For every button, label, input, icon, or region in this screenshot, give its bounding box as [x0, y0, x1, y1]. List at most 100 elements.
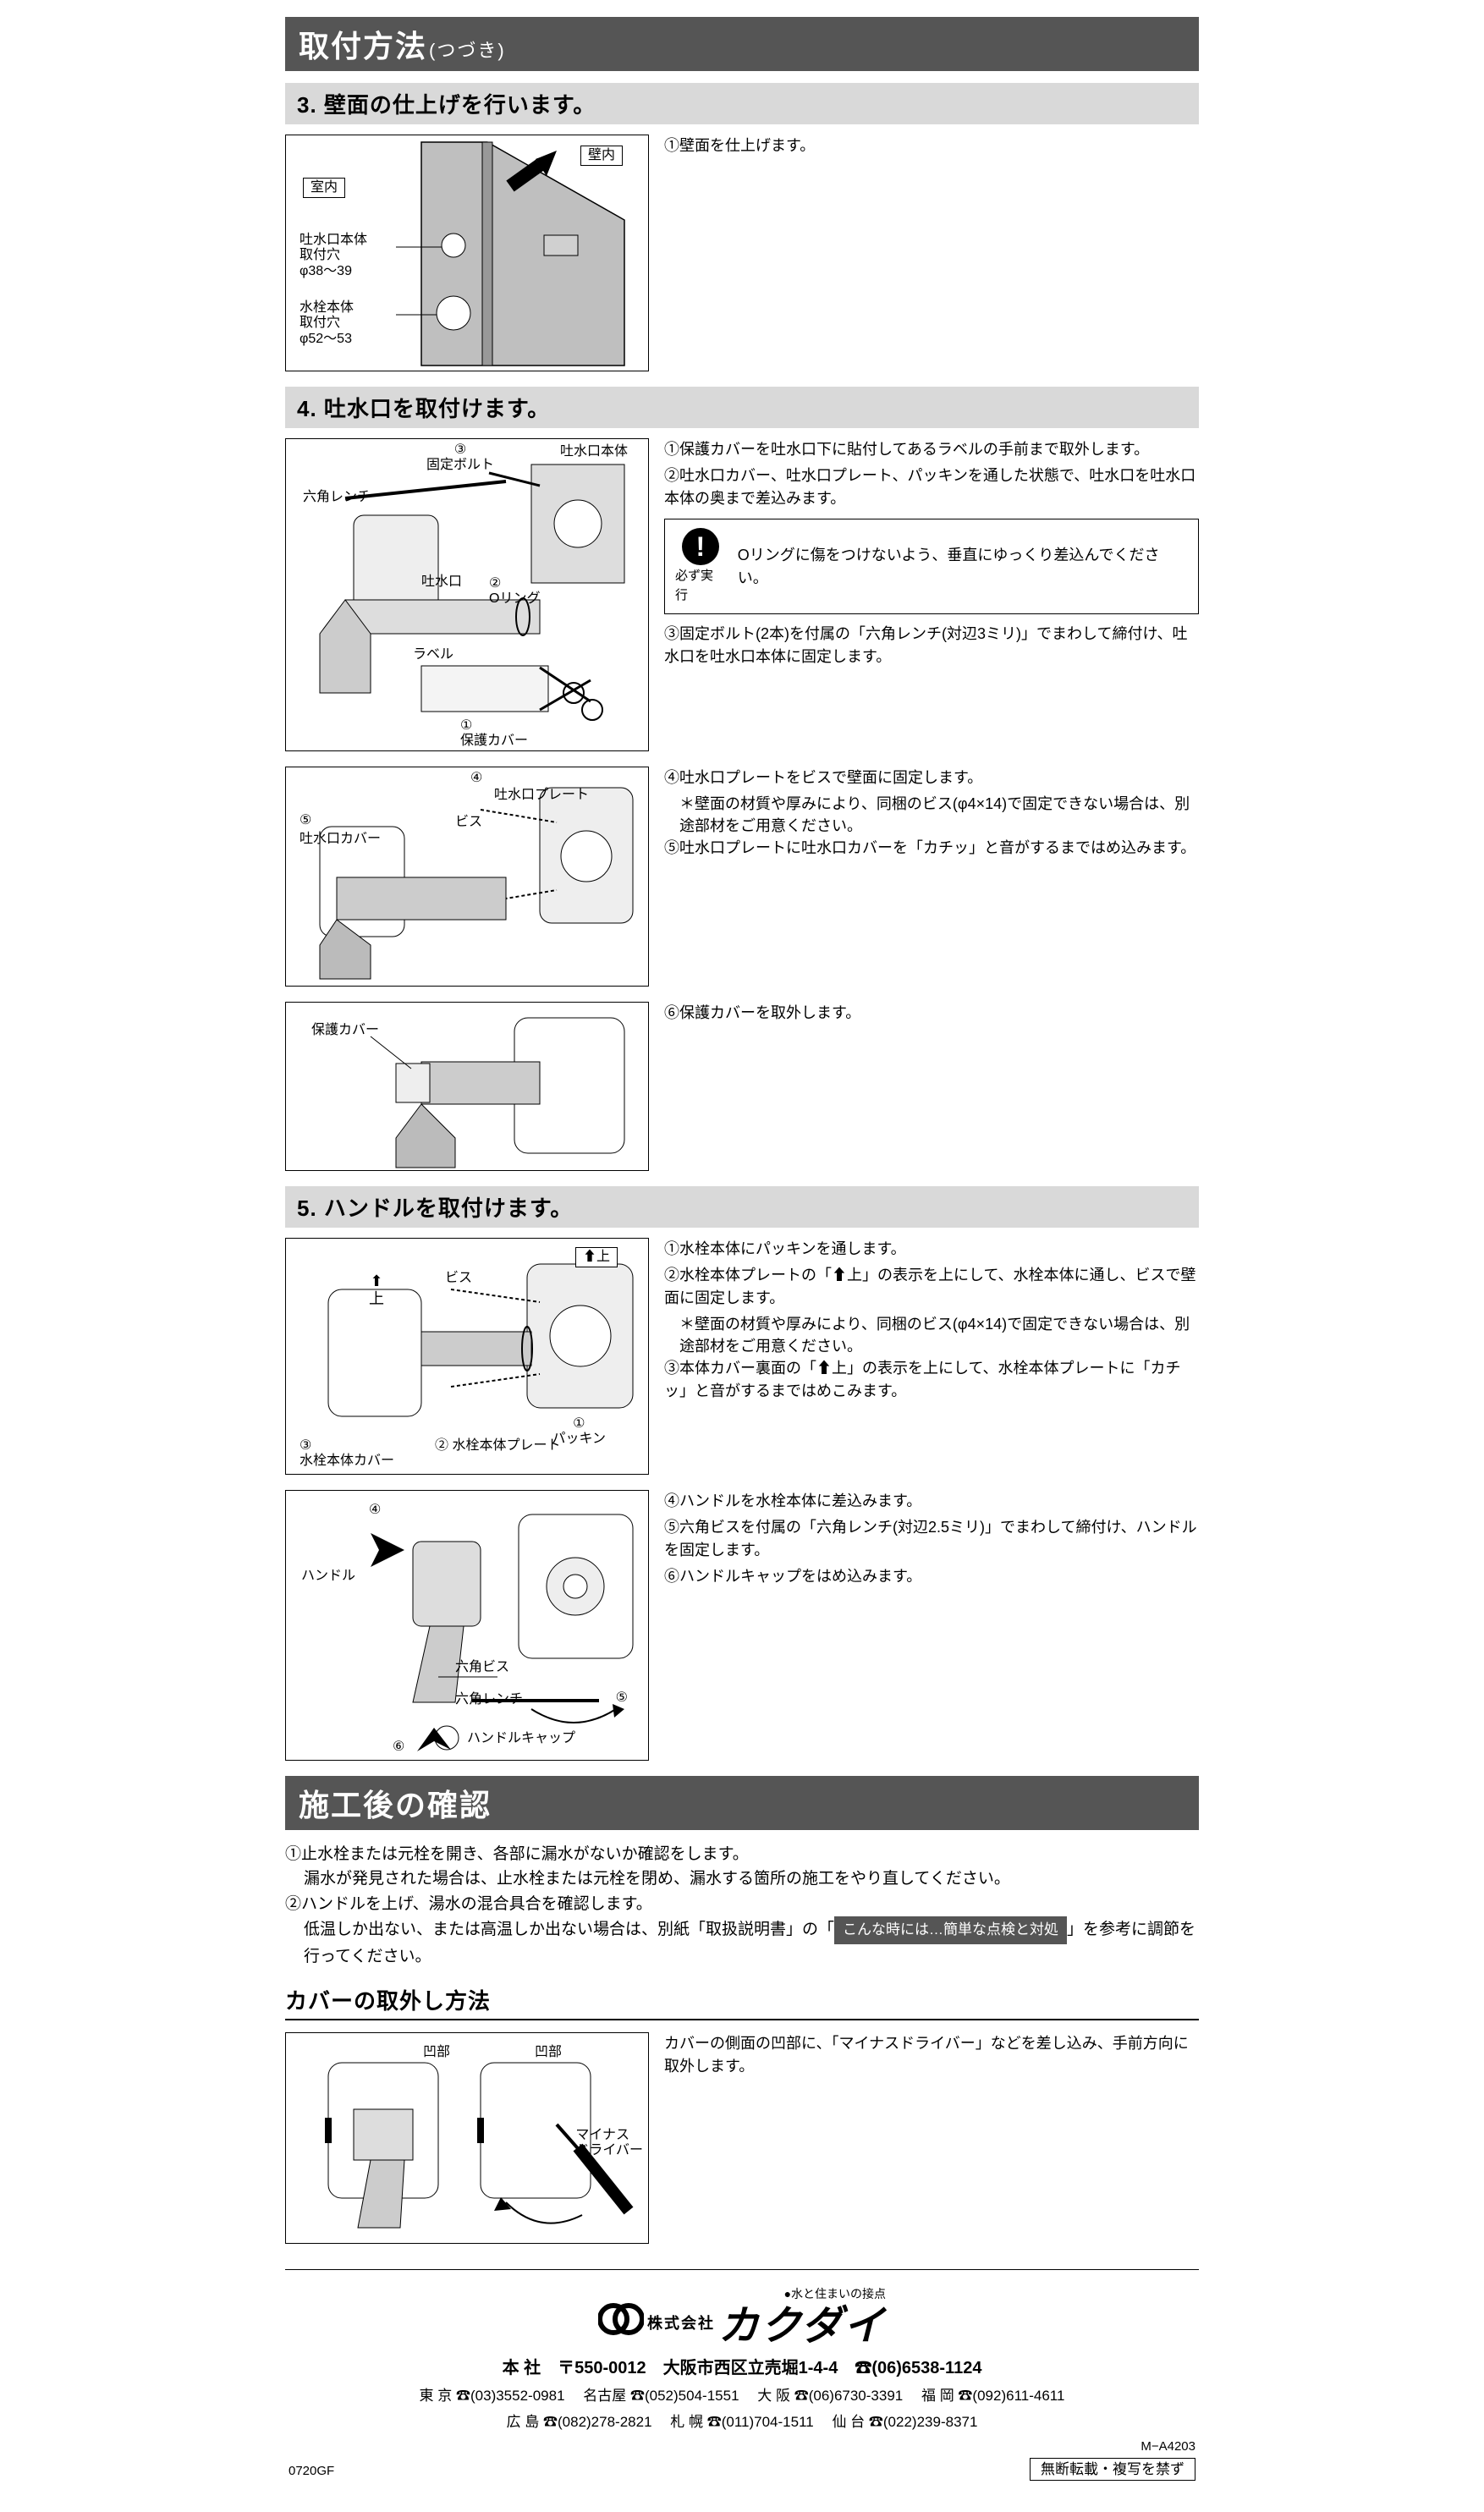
- anno-n4: ④: [470, 771, 482, 786]
- s5d4: ④ハンドルを水栓本体に差込みます。: [664, 1490, 1199, 1513]
- check-l2b-pre: 低温しか出ない、または高温しか出ない場合は、別紙「取扱説明書」の「: [304, 1921, 834, 1938]
- caution-text: Oリングに傷をつけないよう、垂直にゆっくり差込んでください。: [738, 544, 1188, 588]
- step4-svg2: [286, 767, 650, 987]
- step4-desc3: ⑥保護カバーを取外します。: [664, 1002, 1199, 1028]
- s5d6: ⑥ハンドルキャップをはめ込みます。: [664, 1565, 1199, 1588]
- anno-spout: 吐水口: [421, 574, 462, 590]
- s4d4: ④吐水口プレートをビスで壁面に固定します。: [664, 767, 1199, 789]
- anno-protect-cover: ① 保護カバー: [460, 718, 528, 750]
- s4d3: ③固定ボルト(2本)を付属の「六角レンチ(対辺3ミリ)」でまわして締付け、吐水口…: [664, 623, 1199, 668]
- anno-hexscrew: 六角ビス: [455, 1660, 509, 1675]
- step3-d1: ①壁面を仕上げます。: [664, 135, 1199, 157]
- anno-plate: 吐水口プレート: [494, 788, 589, 803]
- anno-protect-cover2: 保護カバー: [311, 1023, 379, 1038]
- s4d6: ⑥保護カバーを取外します。: [664, 1002, 1199, 1025]
- anno-oring: ② Oリング: [489, 576, 540, 607]
- step4-diagram2: ④ 吐水口プレート ビス ⑤ 吐水口カバー: [285, 767, 649, 987]
- check-l1b: 漏水が発見された場合は、止水栓または元栓を閉め、漏水する箇所の施工をやり直してく…: [285, 1866, 1199, 1891]
- caution-mark-icon: !: [682, 528, 719, 565]
- step5-diagram2: ④ ハンドル 六角ビス 六角レンチ ⑤ ⑥ ハンドルキャップ: [285, 1490, 649, 1761]
- offices-row1: 東 京 ☎(03)3552-0981 名古屋 ☎(052)504-1551 大 …: [285, 2383, 1199, 2405]
- s5d1: ①水栓本体にパッキンを通します。: [664, 1238, 1199, 1261]
- office-sapporo: 札 幌 ☎(011)704-1511: [670, 2414, 813, 2430]
- step4-desc2: ④吐水口プレートをビスで壁面に固定します。 ＊壁面の材質や厚みにより、同梱のビス…: [664, 767, 1199, 863]
- anno-handle: ハンドル: [301, 1569, 355, 1584]
- anno-cap: ハンドルキャップ: [467, 1731, 575, 1746]
- anno-valve-plate: ② 水栓本体プレート: [435, 1438, 560, 1454]
- s4d1: ①保護カバーを吐水口下に貼付してあるラベルの手前まで取外します。: [664, 438, 1199, 461]
- caution-box: ! 必ず実行 Oリングに傷をつけないよう、垂直にゆっくり差込んでください。: [664, 519, 1199, 614]
- anno-recess1: 凹部: [423, 2045, 450, 2060]
- s4d2: ②吐水口カバー、吐水口プレート、パッキンを通した状態で、吐水口を吐水口本体の奥ま…: [664, 464, 1199, 510]
- nocopy: 無断転載・複写を禁ず: [1030, 2458, 1195, 2481]
- code1: 0720GF: [289, 2464, 334, 2478]
- logo-icon: [598, 2299, 644, 2339]
- anno-n6: ⑥: [393, 1740, 404, 1755]
- anno-spout-cover: 吐水口カバー: [300, 832, 381, 847]
- anno-up1: ⬆上: [575, 1247, 618, 1267]
- s5d5: ⑤六角ビスを付属の「六角レンチ(対辺2.5ミリ)」でまわして締付け、ハンドルを固…: [664, 1516, 1199, 1562]
- header-bar: 取付方法(つづき): [285, 17, 1199, 71]
- step4-diagram3: 保護カバー: [285, 1002, 649, 1171]
- office-hiroshima: 広 島 ☎(082)278-2821: [507, 2414, 652, 2430]
- footer-bottom: 0720GF M−A4203 無断転載・複写を禁ず: [285, 2439, 1199, 2478]
- removal-diagram: 凹部 凹部 マイナス ドライバー: [285, 2032, 649, 2244]
- s5d3: ③本体カバー裏面の「⬆上」の表示を上にして、水栓本体プレートに「カチッ」と音がす…: [664, 1357, 1199, 1403]
- anno-screw: ビス: [455, 815, 482, 830]
- step3-desc: ①壁面を仕上げます。: [664, 135, 1199, 161]
- code2: M−A4203: [1030, 2439, 1195, 2454]
- office-osaka: 大 阪 ☎(06)6730-3391: [757, 2388, 903, 2404]
- step5-desc2: ④ハンドルを水栓本体に差込みます。 ⑤六角ビスを付属の「六角レンチ(対辺2.5ミ…: [664, 1490, 1199, 1591]
- anno-up-label: ⬆ 上: [369, 1272, 384, 1307]
- anno-screw5: ビス: [445, 1271, 472, 1286]
- step5-diagram1: ⬆上 ⬆ 上 ビス ① パッキン ② 水栓本体プレート ③ 水栓本体カバー: [285, 1238, 649, 1475]
- anno-n4b: ④: [369, 1503, 381, 1518]
- step4-svg1: [286, 439, 650, 752]
- anno-label: ラベル: [413, 647, 453, 662]
- office-nagoya: 名古屋 ☎(052)504-1551: [583, 2388, 739, 2404]
- company-prefix: 株式会社: [647, 2316, 715, 2331]
- step5-row2: ④ ハンドル 六角ビス 六角レンチ ⑤ ⑥ ハンドルキャップ ④ハンドルを水栓本…: [285, 1490, 1199, 1761]
- company-logo: 株式会社 カクダイ: [598, 2299, 886, 2347]
- anno-wrench: 六角レンチ: [303, 490, 371, 505]
- check-bar: 施工後の確認: [285, 1776, 1199, 1830]
- office-tokyo: 東 京 ☎(03)3552-0981: [420, 2388, 565, 2404]
- s5note: ＊壁面の材質や厚みにより、同梱のビス(φ4×14)で固定できない場合は、別途部材…: [664, 1313, 1199, 1357]
- step3-svg: [286, 135, 650, 372]
- anno-recess2: 凹部: [535, 2045, 562, 2060]
- caution-label: 必ず実行: [675, 567, 726, 605]
- check-l2: ②ハンドルを上げ、湯水の混合具合を確認します。: [285, 1892, 1199, 1916]
- check-pill: こんな時には…簡単な点検と対処: [834, 1916, 1067, 1943]
- step4-row2: ④ 吐水口プレート ビス ⑤ 吐水口カバー ④吐水口プレートをビスで壁面に固定し…: [285, 767, 1199, 987]
- office-sendai: 仙 台 ☎(022)239-8371: [832, 2414, 977, 2430]
- caution-icon: ! 必ず実行: [675, 528, 726, 605]
- step4-desc1: ①保護カバーを吐水口下に貼付してあるラベルの手前まで取外します。 ②吐水口カバー…: [664, 438, 1199, 672]
- step4-heading: 4. 吐水口を取付けます。: [285, 387, 1199, 428]
- step3-diagram: 室内 壁内 壁 吐水口本体 取付穴 φ38〜39 水栓本体 取付穴 φ52〜53: [285, 135, 649, 371]
- step3-heading: 3. 壁面の仕上げを行います。: [285, 83, 1199, 124]
- company-name: カクダイ: [718, 2306, 886, 2347]
- step5-desc1: ①水栓本体にパッキンを通します。 ②水栓本体プレートの「⬆上」の表示を上にして、…: [664, 1238, 1199, 1406]
- office-fukuoka: 福 岡 ☎(092)611-4611: [921, 2388, 1064, 2404]
- check-l2b: 低温しか出ない、または高温しか出ない場合は、別紙「取扱説明書」の「こんな時には……: [285, 1916, 1199, 1969]
- step5-svg2: [286, 1491, 650, 1762]
- step3-row: 室内 壁内 壁 吐水口本体 取付穴 φ38〜39 水栓本体 取付穴 φ52〜53…: [285, 135, 1199, 371]
- step4-row3: 保護カバー ⑥保護カバーを取外します。: [285, 1002, 1199, 1171]
- s5d2: ②水栓本体プレートの「⬆上」の表示を上にして、水栓本体に通し、ビスで壁面に固定し…: [664, 1264, 1199, 1310]
- anno-valve-cover: ③ 水栓本体カバー: [300, 1438, 394, 1470]
- removal-desc: カバーの側面の凹部に、「マイナスドライバー」などを差し込み、手前方向に取外します…: [664, 2032, 1199, 2081]
- check-title: 施工後の確認: [299, 1788, 492, 1822]
- removal-text: カバーの側面の凹部に、「マイナスドライバー」などを差し込み、手前方向に取外します…: [664, 2032, 1199, 2078]
- removal-heading: カバーの取外し方法: [285, 1984, 1199, 2020]
- step4-diagram1: 吐水口本体 ③ 固定ボルト 六角レンチ 吐水口 ② Oリング ラベル ① 保護カ…: [285, 438, 649, 751]
- anno-wrench5: 六角レンチ: [455, 1692, 523, 1707]
- header-title: 取付方法: [299, 29, 427, 63]
- footer: ●水と住まいの接点 株式会社 カクダイ 本 社 〒550-0012 大阪市西区立…: [285, 2269, 1199, 2478]
- anno-spout-body: 吐水口本体: [560, 444, 628, 459]
- anno-bolt: ③ 固定ボルト: [426, 442, 494, 474]
- offices-row2: 広 島 ☎(082)278-2821 札 幌 ☎(011)704-1511 仙 …: [285, 2410, 1199, 2431]
- step5-row1: ⬆上 ⬆ 上 ビス ① パッキン ② 水栓本体プレート ③ 水栓本体カバー ①水…: [285, 1238, 1199, 1475]
- removal-row: 凹部 凹部 マイナス ドライバー カバーの側面の凹部に、「マイナスドライバー」な…: [285, 2032, 1199, 2244]
- anno-n5: ⑤: [300, 813, 311, 828]
- header-sub: (つづき): [429, 40, 506, 61]
